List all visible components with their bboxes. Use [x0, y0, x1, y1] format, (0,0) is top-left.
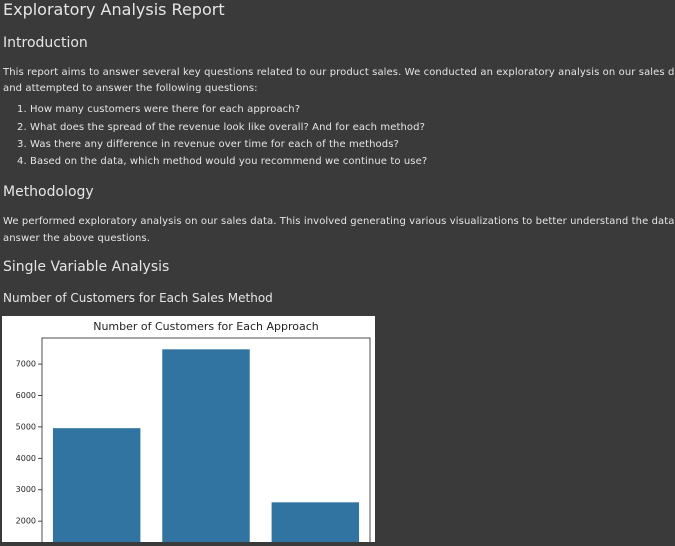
paragraph-line: and attempted to answer the following qu…: [3, 83, 258, 94]
paragraph-line: We performed exploratory analysis on our…: [3, 216, 675, 227]
list-item: 4. Based on the data, which method would…: [17, 156, 428, 167]
y-tick-label: 2000: [16, 517, 36, 526]
chart-container: Number of Customers for Each Approach 20…: [2, 316, 375, 542]
chart-title: Number of Customers for Each Approach: [93, 320, 319, 333]
heading: Introduction: [3, 35, 88, 51]
bar: [52, 428, 141, 542]
chart: Number of Customers for Each Approach 20…: [16, 320, 371, 542]
subheading: Number of Customers for Each Sales Metho…: [3, 291, 273, 305]
bar: [162, 349, 250, 542]
y-tick-label: 6000: [16, 391, 36, 400]
y-tick-label: 4000: [16, 454, 36, 463]
paragraph-line: This report aims to answer several key q…: [3, 67, 675, 78]
list-item: 2. What does the spread of the revenue l…: [17, 122, 425, 133]
heading: Single Variable Analysis: [3, 259, 170, 275]
y-tick-label: 5000: [16, 422, 36, 431]
list-item: 1. How many customers were there for eac…: [17, 104, 301, 115]
y-tick-label: 3000: [16, 485, 36, 494]
axes-frame: [41, 337, 371, 542]
list-item: 3. Was there any difference in revenue o…: [17, 139, 399, 150]
paragraph-line: answer the above questions.: [3, 233, 151, 244]
title: Exploratory Analysis Report: [3, 0, 225, 19]
bar: [271, 502, 360, 542]
heading: Methodology: [3, 184, 94, 200]
y-tick-label: 7000: [16, 360, 36, 369]
